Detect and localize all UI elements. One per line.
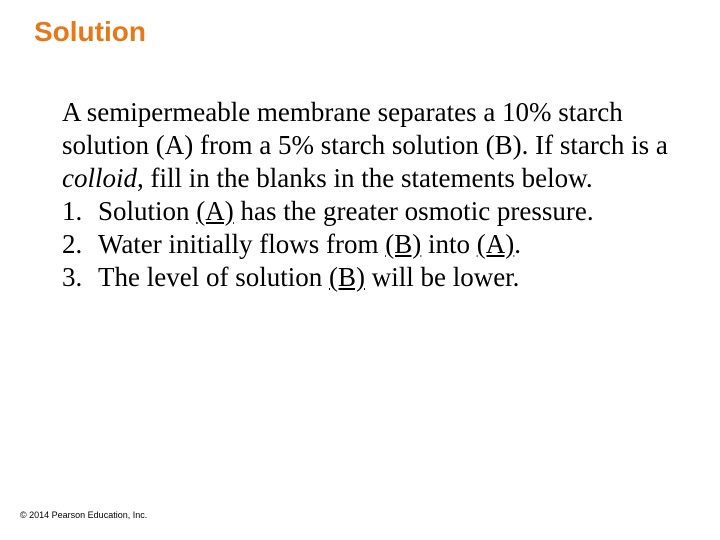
intro-paragraph: A semipermeable membrane separates a 10%…: [62, 96, 682, 195]
list-item: 3.The level of solution (B) will be lowe…: [62, 261, 682, 294]
item-text-part: Solution: [98, 196, 196, 226]
list-item: 1.Solution (A) has the greater osmotic p…: [62, 195, 682, 228]
item-number: 1.: [62, 195, 98, 228]
slide-title: Solution: [34, 16, 146, 48]
list-item: 2.Water initially flows from (B) into (A…: [62, 228, 682, 261]
item-text-part: into: [421, 229, 477, 259]
item-number: 2.: [62, 228, 98, 261]
item-text-part: .: [514, 229, 521, 259]
item-text: Water initially flows from (B) into (A).: [98, 228, 682, 261]
item-text-part: has the greater osmotic pressure.: [234, 196, 594, 226]
intro-text-1: A semipermeable membrane separates a 10%…: [62, 97, 668, 160]
item-text: Solution (A) has the greater osmotic pre…: [98, 195, 682, 228]
answer-blank: (A): [477, 229, 514, 259]
answer-blank: (B): [385, 229, 421, 259]
item-number: 3.: [62, 261, 98, 294]
numbered-list: 1.Solution (A) has the greater osmotic p…: [62, 195, 682, 294]
slide: { "title": "Solution", "intro_parts": { …: [0, 0, 720, 540]
slide-body: A semipermeable membrane separates a 10%…: [62, 96, 682, 294]
copyright-text: © 2014 Pearson Education, Inc.: [20, 510, 147, 520]
item-text-part: Water initially flows from: [98, 229, 385, 259]
answer-blank: (B): [329, 262, 365, 292]
intro-italic: colloid: [62, 163, 137, 193]
intro-text-2: , fill in the blanks in the statements b…: [137, 163, 593, 193]
item-text-part: The level of solution: [98, 262, 329, 292]
item-text: The level of solution (B) will be lower.: [98, 261, 682, 294]
answer-blank: (A): [196, 196, 233, 226]
item-text-part: will be lower.: [365, 262, 519, 292]
